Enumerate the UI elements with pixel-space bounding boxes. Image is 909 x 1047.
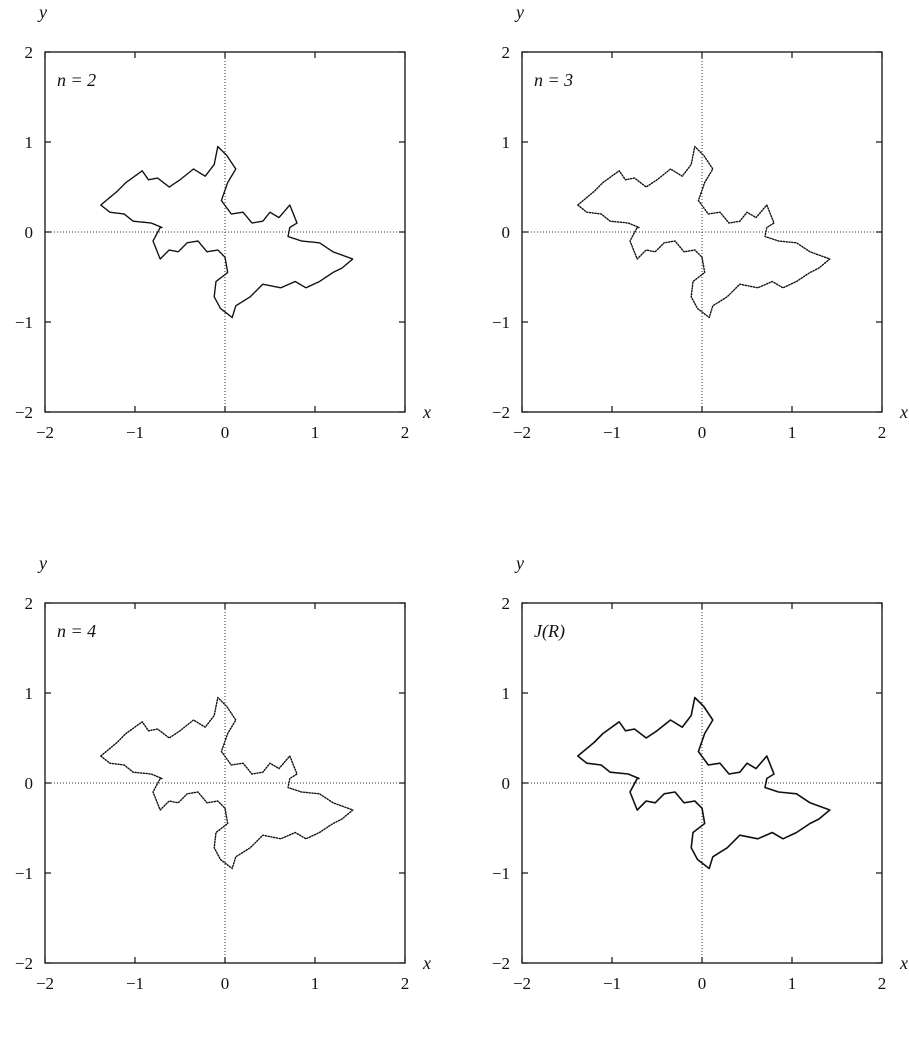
x-tick-label: 2 bbox=[878, 974, 887, 993]
julia-set-curve bbox=[100, 696, 354, 870]
x-tick-label: −2 bbox=[36, 423, 54, 442]
x-tick-label: 0 bbox=[698, 423, 707, 442]
julia-set-curve bbox=[577, 145, 831, 319]
y-tick-label: 0 bbox=[25, 774, 34, 793]
y-axis-label: y bbox=[37, 553, 47, 573]
x-tick-label: 1 bbox=[788, 423, 797, 442]
x-tick-label: −1 bbox=[603, 974, 621, 993]
y-axis-label: y bbox=[37, 2, 47, 22]
y-tick-label: 2 bbox=[502, 43, 511, 62]
panel-label: n = 4 bbox=[57, 621, 96, 641]
y-tick-label: 2 bbox=[25, 594, 34, 613]
x-tick-label: 0 bbox=[698, 974, 707, 993]
x-axis-label: x bbox=[422, 402, 431, 422]
y-tick-label: −2 bbox=[15, 954, 33, 973]
x-tick-label: 2 bbox=[401, 974, 410, 993]
x-tick-label: −1 bbox=[126, 423, 144, 442]
x-tick-label: −2 bbox=[36, 974, 54, 993]
x-tick-label: −2 bbox=[513, 423, 531, 442]
x-axis-label: x bbox=[899, 402, 908, 422]
panel-label: n = 2 bbox=[57, 70, 96, 90]
y-tick-label: −1 bbox=[15, 313, 33, 332]
x-tick-label: 1 bbox=[311, 423, 320, 442]
y-tick-label: 1 bbox=[502, 684, 511, 703]
x-axis-label: x bbox=[899, 953, 908, 973]
y-tick-label: 2 bbox=[502, 594, 511, 613]
y-tick-label: −1 bbox=[15, 864, 33, 883]
x-tick-label: −1 bbox=[126, 974, 144, 993]
y-axis-label: y bbox=[514, 553, 524, 573]
x-tick-label: 1 bbox=[788, 974, 797, 993]
julia-set-curve bbox=[100, 145, 354, 319]
y-tick-label: 0 bbox=[502, 223, 511, 242]
x-tick-label: 1 bbox=[311, 974, 320, 993]
y-tick-label: −1 bbox=[492, 864, 510, 883]
y-tick-label: −1 bbox=[492, 313, 510, 332]
julia-set-curve bbox=[576, 696, 831, 870]
x-tick-label: 0 bbox=[221, 423, 230, 442]
y-tick-label: 1 bbox=[502, 133, 511, 152]
y-tick-label: 1 bbox=[25, 684, 34, 703]
x-tick-label: 2 bbox=[401, 423, 410, 442]
y-tick-label: 1 bbox=[25, 133, 34, 152]
y-tick-label: 2 bbox=[25, 43, 34, 62]
y-axis-label: y bbox=[514, 2, 524, 22]
y-tick-label: −2 bbox=[492, 403, 510, 422]
y-tick-label: −2 bbox=[492, 954, 510, 973]
x-tick-label: −2 bbox=[513, 974, 531, 993]
x-tick-label: −1 bbox=[603, 423, 621, 442]
y-tick-label: 0 bbox=[502, 774, 511, 793]
y-tick-label: −2 bbox=[15, 403, 33, 422]
x-tick-label: 2 bbox=[878, 423, 887, 442]
y-tick-label: 0 bbox=[25, 223, 34, 242]
x-axis-label: x bbox=[422, 953, 431, 973]
panel-label: n = 3 bbox=[534, 70, 573, 90]
x-tick-label: 0 bbox=[221, 974, 230, 993]
panel-label: J(R) bbox=[534, 621, 565, 642]
